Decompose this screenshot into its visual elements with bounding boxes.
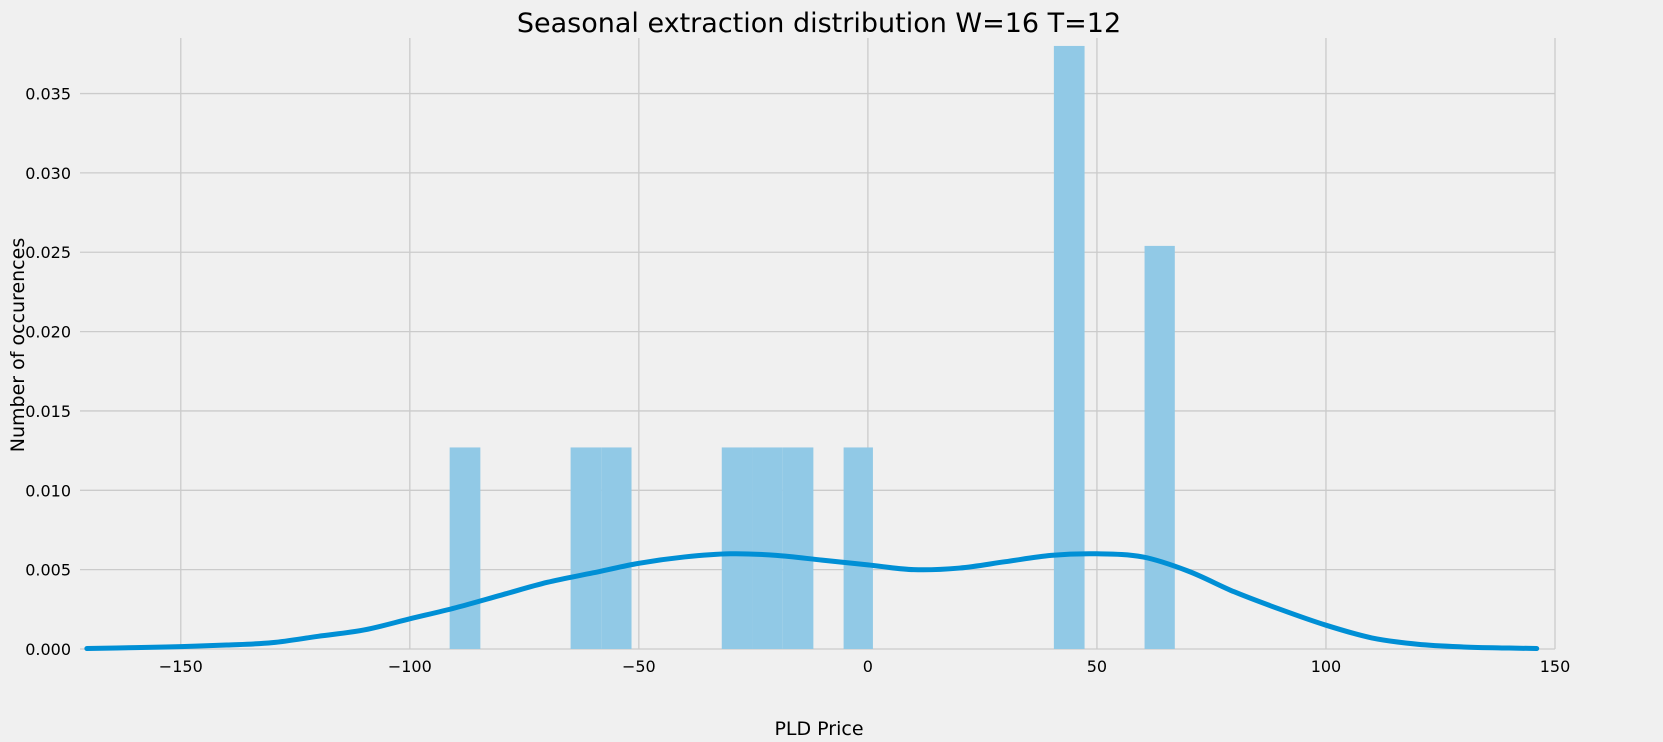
histogram-bar	[449, 447, 481, 649]
histogram-bar	[1053, 45, 1085, 650]
histogram-bar	[1144, 245, 1175, 650]
histogram-bar	[601, 447, 632, 649]
kde-curve-group	[84, 551, 1540, 652]
x-tick-label: −50	[622, 657, 656, 676]
y-tick-label: 0.010	[25, 481, 71, 500]
x-tick-label: 0	[863, 657, 873, 676]
y-tick-label: 0.015	[25, 402, 71, 421]
x-axis-label: PLD Price	[774, 718, 863, 740]
kde-line	[84, 551, 1540, 652]
histogram-bars	[449, 45, 1175, 650]
y-axis-ticks: 0.000 0.005 0.010 0.015 0.020 0.025 0.030 0.035	[25, 85, 71, 659]
x-tick-label: 150	[1540, 657, 1571, 676]
y-tick-label: 0.000	[25, 640, 71, 659]
x-tick-label: 50	[1087, 657, 1107, 676]
histogram-bar	[752, 447, 783, 649]
x-tick-label: 100	[1311, 657, 1342, 676]
y-axis-label: Number of occurences	[7, 238, 29, 452]
y-tick-label: 0.035	[25, 85, 71, 104]
y-tick-label: 0.025	[25, 243, 71, 262]
x-axis-ticks: −150 −100 −50 0 50 100 150	[159, 657, 1570, 676]
y-tick-label: 0.030	[25, 164, 71, 183]
chart-title: Seasonal extraction distribution W=16 T=…	[517, 8, 1121, 39]
y-tick-label: 0.005	[25, 561, 71, 580]
histogram-bar	[721, 447, 753, 649]
grid	[80, 38, 1556, 650]
x-tick-label: −150	[159, 657, 203, 676]
y-tick-label: 0.020	[25, 323, 71, 342]
x-tick-label: −100	[388, 657, 432, 676]
histogram-bar	[782, 447, 814, 649]
histogram-bar	[843, 447, 873, 649]
histogram-bar	[570, 447, 602, 649]
